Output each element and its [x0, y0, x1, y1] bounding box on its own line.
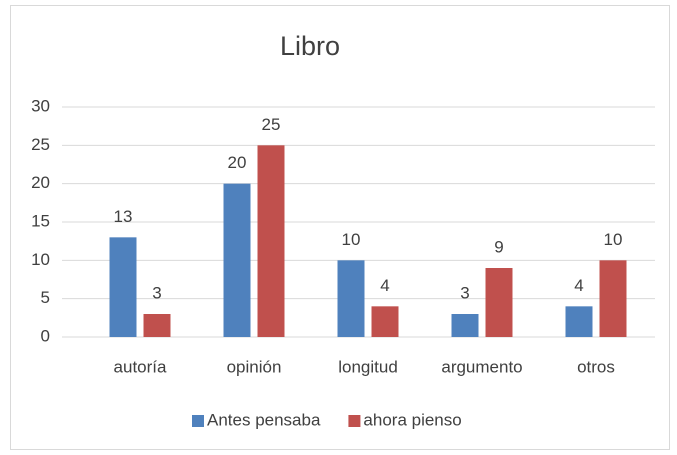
x-tick-label: longitud	[338, 357, 398, 376]
y-tick-label: 20	[31, 173, 50, 192]
bar	[109, 237, 137, 337]
x-tick-label: opinión	[227, 357, 282, 376]
y-tick-label: 30	[31, 96, 50, 115]
y-tick-label: 15	[31, 211, 50, 230]
bar	[337, 260, 365, 337]
x-tick-label: autoría	[114, 357, 167, 376]
data-label: 4	[574, 276, 583, 295]
bar	[451, 314, 479, 337]
bar	[371, 306, 399, 337]
bar	[223, 183, 251, 337]
legend-label: ahora pienso	[363, 410, 461, 429]
data-label: 3	[460, 283, 469, 302]
chart-border	[10, 5, 670, 450]
y-tick-label: 25	[31, 135, 50, 154]
y-tick-label: 0	[41, 326, 50, 345]
data-label: 10	[342, 230, 361, 249]
data-label: 10	[604, 230, 623, 249]
data-label: 13	[114, 207, 133, 226]
bar	[485, 268, 513, 337]
x-tick-label: otros	[577, 357, 615, 376]
bar	[257, 145, 285, 337]
bar	[565, 306, 593, 337]
chart-title: Libro	[280, 31, 340, 61]
legend-swatch	[348, 415, 361, 427]
legend-label: Antes pensaba	[207, 410, 321, 429]
data-label: 9	[494, 237, 503, 256]
data-label: 3	[152, 283, 161, 302]
data-label: 20	[228, 153, 247, 172]
data-label: 25	[262, 115, 281, 134]
bar	[599, 260, 627, 337]
y-tick-label: 10	[31, 250, 50, 269]
data-label: 4	[380, 276, 389, 295]
y-tick-label: 5	[41, 288, 50, 307]
legend-swatch	[192, 415, 204, 427]
x-tick-label: argumento	[441, 357, 522, 376]
bar	[143, 314, 171, 337]
